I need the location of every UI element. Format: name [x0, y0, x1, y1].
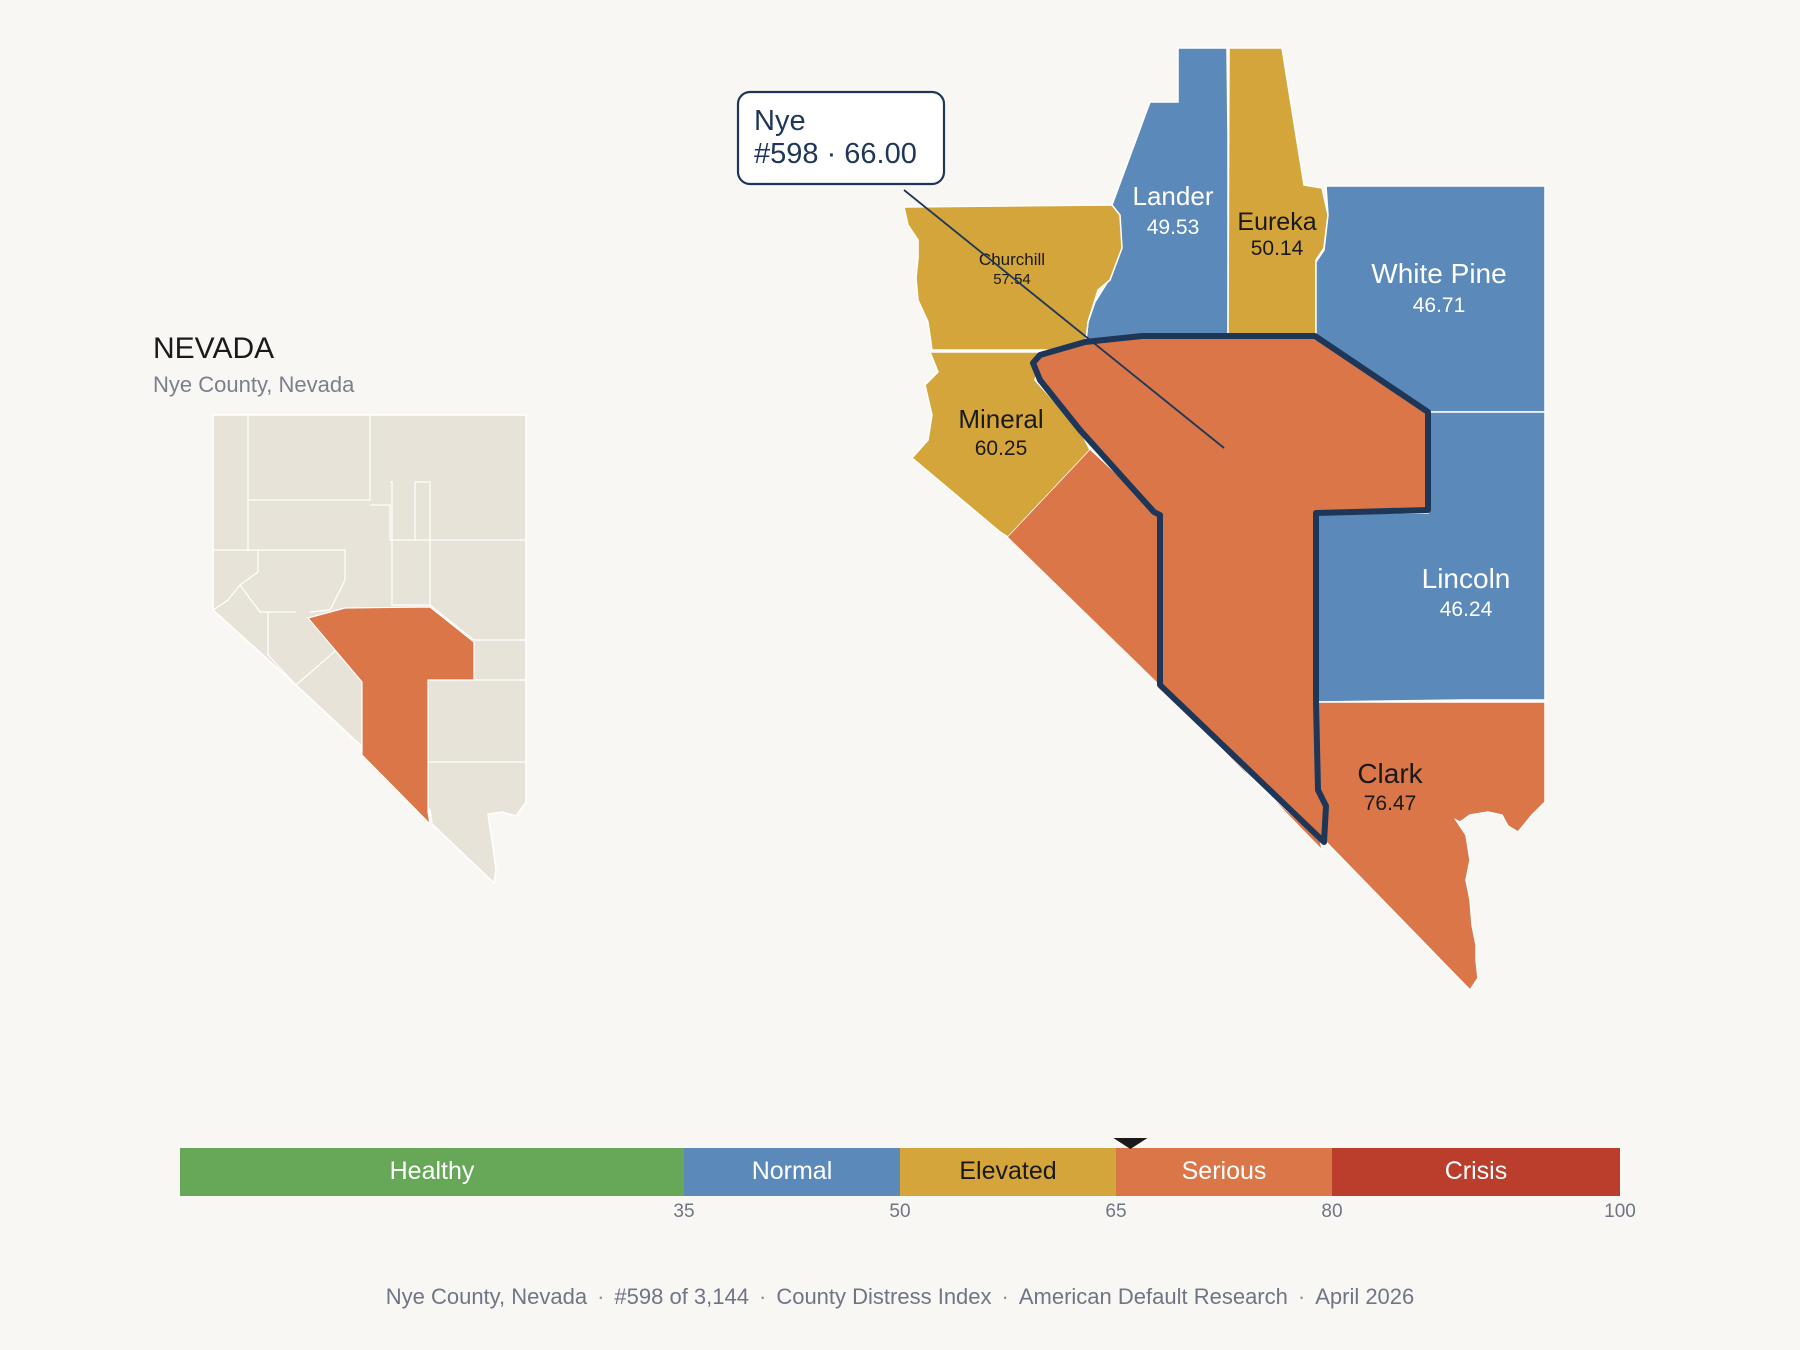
- legend-segment-normal: [684, 1148, 900, 1196]
- callout-leader-line: [903, 189, 1225, 449]
- legend-label-serious: Serious: [1182, 1157, 1267, 1185]
- footer-credits: Nye County, Nevada · #598 of 3,144 · County …: [0, 1284, 1800, 1310]
- county-label-lander: Lander: [1133, 181, 1214, 211]
- legend-label-elevated: Elevated: [959, 1157, 1056, 1185]
- county-score-lander: 49.53: [1147, 216, 1200, 239]
- legend-tick-80: 80: [1321, 1201, 1342, 1222]
- callout-rank-score: #598 · 66.00: [754, 138, 917, 170]
- legend-tick-50: 50: [889, 1201, 910, 1222]
- legend-tick-100: 100: [1604, 1201, 1636, 1222]
- state-title: NEVADA: [153, 332, 274, 365]
- county-mineral[interactable]: [910, 351, 1091, 538]
- state-subtitle: Nye County, Nevada: [153, 372, 355, 397]
- footer-separator: ·: [1001, 1284, 1009, 1309]
- legend-segment-elevated: [900, 1148, 1116, 1196]
- footer-item: #598 of 3,144: [614, 1284, 749, 1309]
- county-esmeralda-fill: [1008, 450, 1326, 842]
- inset-nye-highlight: [306, 606, 475, 826]
- footer-separator: ·: [597, 1284, 605, 1309]
- legend-segment-serious: [1116, 1148, 1332, 1196]
- county-label-lincoln: Lincoln: [1422, 563, 1511, 594]
- legend-label-crisis: Crisis: [1445, 1157, 1508, 1185]
- county-nye[interactable]: [1030, 333, 1431, 845]
- footer-item: County Distress Index: [776, 1284, 992, 1309]
- footer-item: April 2026: [1315, 1284, 1415, 1309]
- county-eureka[interactable]: [1227, 47, 1329, 337]
- county-label-mineral: Mineral: [958, 404, 1043, 434]
- legend-score-marker: [1113, 1138, 1148, 1149]
- distress-legend: Healthy Normal Elevated Serious Crisis 35 50 65…: [180, 1138, 1636, 1222]
- footer-item: American Default Research: [1018, 1284, 1288, 1309]
- county-label-white-pine: White Pine: [1371, 258, 1506, 289]
- legend-segment-healthy: [180, 1148, 684, 1196]
- county-clark[interactable]: [1315, 701, 1546, 992]
- county-map: [903, 47, 1546, 992]
- footer-separator: ·: [759, 1284, 767, 1309]
- county-score-clark: 76.47: [1364, 792, 1417, 815]
- county-label-eureka: Eureka: [1237, 208, 1316, 236]
- callout-county-name: Nye: [754, 105, 806, 137]
- county-score-churchill: 57.54: [993, 271, 1031, 288]
- inset-county-lines: [212, 415, 526, 763]
- footer-separator: ·: [1297, 1284, 1306, 1309]
- legend-tick-65: 65: [1105, 1201, 1126, 1222]
- legend-label-normal: Normal: [752, 1157, 833, 1185]
- county-label-clark: Clark: [1357, 758, 1423, 789]
- county-score-white-pine: 46.71: [1413, 294, 1466, 317]
- legend-tick-35: 35: [673, 1201, 694, 1222]
- footer-item: Nye County, Nevada: [385, 1284, 588, 1309]
- nye-callout: Nye #598 · 66.00: [736, 90, 1225, 449]
- legend-segment-crisis: [1332, 1148, 1620, 1196]
- county-score-lincoln: 46.24: [1440, 598, 1493, 621]
- callout-box: [736, 90, 946, 186]
- county-score-eureka: 50.14: [1251, 237, 1304, 260]
- legend-label-healthy: Healthy: [390, 1157, 475, 1185]
- locator-inset: [212, 414, 527, 885]
- county-score-mineral: 60.25: [975, 437, 1028, 460]
